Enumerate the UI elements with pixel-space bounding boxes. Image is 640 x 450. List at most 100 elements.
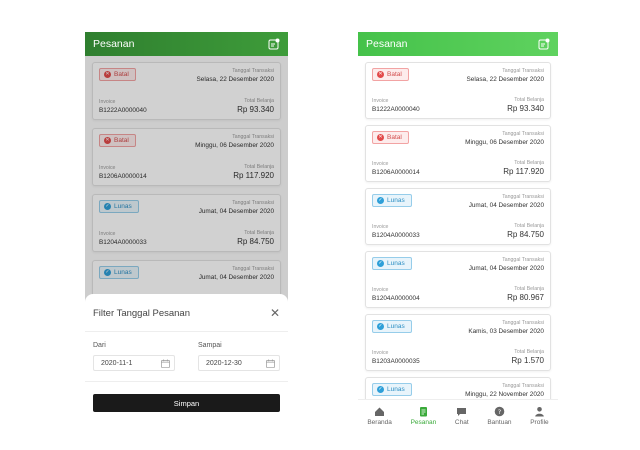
bottom-tab-bar: Beranda Pesanan Chat? Bantuan Profile: [358, 399, 558, 431]
status-badge: ✓ Lunas: [372, 257, 412, 270]
app-header: Pesanan: [358, 32, 558, 56]
order-card[interactable]: ✓ Lunas Tanggal Transaksi Jumat, 04 Desembe…: [365, 251, 551, 308]
tab-profile[interactable]: Profile: [530, 406, 549, 426]
status-label: Batal: [387, 71, 402, 78]
date-label: Tanggal Transaksi: [232, 200, 274, 206]
status-label: Lunas: [387, 386, 405, 393]
check-icon: ✓: [377, 197, 384, 204]
status-label: Lunas: [114, 269, 132, 276]
total-label: Total Belanja: [514, 97, 544, 103]
status-label: Lunas: [387, 260, 405, 267]
total-amount: Rp 117.920: [233, 171, 274, 180]
right-phone-screen: Pesanan ✕ Batal Tanggal Transaksi Selasa, 2…: [358, 32, 558, 431]
orders-icon: [419, 406, 427, 416]
transaction-date: Kamis, 03 Desember 2020: [468, 328, 544, 335]
status-label: Batal: [114, 71, 129, 78]
date-label: Tanggal Transaksi: [502, 257, 544, 263]
status-badge: ✕ Batal: [99, 68, 136, 81]
order-card[interactable]: ✓ Lunas Tanggal Transaksi Jumat, 04 Desembe…: [365, 188, 551, 245]
invoice-label: Invoice: [372, 350, 389, 356]
tab-bantuan[interactable]: ? Bantuan: [487, 406, 512, 426]
invoice-number: B1204A0000033: [99, 239, 147, 246]
cancel-icon: ✕: [377, 134, 384, 141]
transaction-date: Minggu, 22 November 2020: [465, 391, 544, 398]
status-badge: ✓ Lunas: [372, 383, 412, 396]
status-badge: ✕ Batal: [99, 134, 136, 147]
invoice-label: Invoice: [372, 287, 389, 293]
status-label: Batal: [114, 137, 129, 144]
status-badge: ✓ Lunas: [99, 200, 139, 213]
to-date-field[interactable]: 2020-12-30: [198, 355, 280, 371]
check-icon: ✓: [377, 323, 384, 330]
left-phone-screen: Pesanan ✕ Batal Tanggal Transaksi Selasa, 2…: [85, 32, 288, 431]
chat-icon: [457, 407, 467, 416]
status-badge: ✓ Lunas: [372, 194, 412, 207]
from-label: Dari: [93, 342, 106, 349]
from-date-field[interactable]: 2020-11-1: [93, 355, 175, 371]
order-list: ✕ Batal Tanggal Transaksi Selasa, 22 Desemb…: [358, 56, 558, 431]
order-card[interactable]: ✕ Batal Tanggal Transaksi Minggu, 06 Desemb…: [92, 128, 281, 186]
total-label: Total Belanja: [244, 164, 274, 170]
order-list: ✕ Batal Tanggal Transaksi Selasa, 22 Desemb…: [85, 56, 288, 318]
invoice-label: Invoice: [372, 98, 389, 104]
order-card[interactable]: ✕ Batal Tanggal Transaksi Selasa, 22 Desemb…: [365, 62, 551, 119]
total-amount: Rp 84.750: [507, 230, 544, 239]
invoice-label: Invoice: [99, 231, 116, 237]
total-amount: Rp 117.920: [503, 167, 544, 176]
total-amount: Rp 93.340: [237, 105, 274, 114]
transaction-date: Jumat, 04 Desember 2020: [468, 265, 544, 272]
transaction-date: Selasa, 22 Desember 2020: [466, 76, 544, 83]
svg-text:?: ?: [498, 407, 501, 415]
order-history-icon[interactable]: [268, 38, 280, 50]
tab-label: Bantuan: [487, 418, 512, 426]
tab-chat[interactable]: Chat: [455, 406, 469, 426]
order-card[interactable]: ✓ Lunas Tanggal Transaksi Kamis, 03 Desembe…: [365, 314, 551, 371]
page-title: Pesanan: [93, 38, 135, 50]
transaction-date: Selasa, 22 Desember 2020: [196, 76, 274, 83]
from-date-value: 2020-11-1: [101, 359, 133, 367]
profile-icon: [535, 406, 544, 416]
total-amount: Rp 93.340: [507, 104, 544, 113]
invoice-label: Invoice: [372, 224, 389, 230]
close-icon[interactable]: ✕: [269, 306, 280, 320]
save-button[interactable]: Simpan: [93, 394, 280, 412]
status-label: Lunas: [114, 203, 132, 210]
total-amount: Rp 1.570: [511, 356, 544, 365]
status-badge: ✕ Batal: [372, 68, 409, 81]
total-label: Total Belanja: [514, 286, 544, 292]
app-header: Pesanan: [85, 32, 288, 56]
order-card[interactable]: ✓ Lunas Tanggal Transaksi Jumat, 04 Desembe…: [92, 194, 281, 252]
date-label: Tanggal Transaksi: [502, 68, 544, 74]
order-card[interactable]: ✕ Batal Tanggal Transaksi Minggu, 06 Desemb…: [365, 125, 551, 182]
to-date-value: 2020-12-30: [206, 359, 242, 367]
status-label: Lunas: [387, 197, 405, 204]
filter-sheet: Filter Tanggal Pesanan ✕ Dari 2020-11-1: [85, 294, 288, 431]
transaction-date: Jumat, 04 Desember 2020: [468, 202, 544, 209]
tab-label: Chat: [454, 418, 469, 426]
date-label: Tanggal Transaksi: [502, 131, 544, 137]
date-label: Tanggal Transaksi: [502, 320, 544, 326]
divider: [85, 331, 288, 332]
tab-beranda[interactable]: Beranda: [367, 406, 392, 426]
cancel-icon: ✕: [104, 71, 111, 78]
invoice-number: B1204A0000033: [372, 232, 420, 239]
invoice-number: B1222A0000040: [99, 107, 147, 114]
transaction-date: Jumat, 04 Desember 2020: [198, 208, 274, 215]
total-label: Total Belanja: [244, 98, 274, 104]
invoice-label: Invoice: [99, 99, 116, 105]
tab-pesanan[interactable]: Pesanan: [410, 406, 437, 426]
tab-label: Pesanan: [410, 418, 437, 426]
check-icon: ✓: [104, 203, 111, 210]
invoice-number: B1222A0000040: [372, 106, 420, 113]
order-card[interactable]: ✕ Batal Tanggal Transaksi Selasa, 22 Desemb…: [92, 62, 281, 120]
check-icon: ✓: [104, 269, 111, 276]
invoice-number: B1203A0000035: [372, 358, 420, 365]
check-icon: ✓: [377, 260, 384, 267]
to-label: Sampai: [198, 342, 222, 349]
date-label: Tanggal Transaksi: [232, 266, 274, 272]
date-label: Tanggal Transaksi: [232, 134, 274, 140]
calendar-icon[interactable]: [266, 358, 275, 368]
invoice-label: Invoice: [372, 161, 389, 167]
order-history-icon[interactable]: [538, 38, 550, 50]
calendar-icon[interactable]: [161, 358, 170, 368]
